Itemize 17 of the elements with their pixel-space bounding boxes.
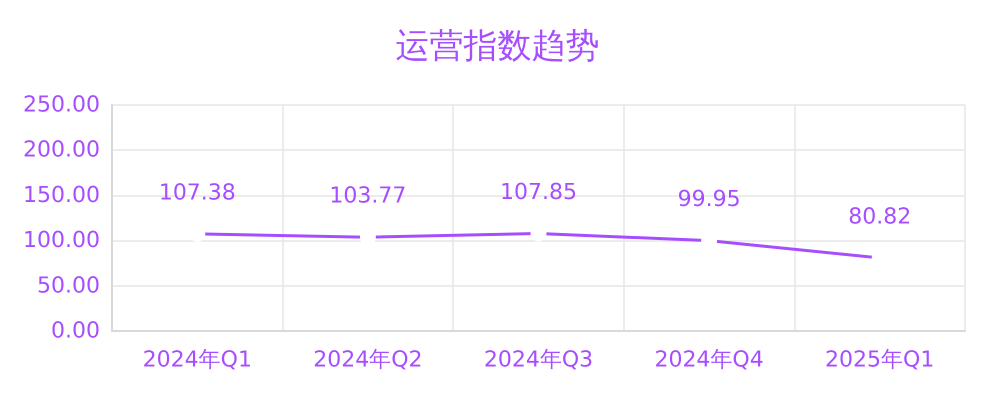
- x-tick-label: 2024年Q4: [654, 348, 764, 372]
- x-tick-label: 2025年Q1: [825, 348, 934, 372]
- x-tick-label: 2024年Q1: [142, 348, 252, 372]
- y-tick-label: 200.00: [23, 138, 100, 163]
- chart-title: 运营指数趋势: [396, 26, 600, 66]
- data-label: 107.38: [158, 180, 236, 206]
- y-tick-label: 150.00: [23, 182, 100, 208]
- x-tick-label: 2024年Q3: [484, 348, 594, 372]
- y-tick-label: 250.00: [23, 92, 100, 118]
- data-label: 107.85: [500, 180, 577, 206]
- data-label: 103.77: [329, 184, 406, 209]
- data-label: 80.82: [848, 204, 912, 230]
- data-label: 99.95: [678, 187, 741, 212]
- y-tick-label: 100.00: [23, 228, 100, 254]
- y-tick-label: 50.00: [37, 273, 100, 298]
- y-tick-label: 0.00: [51, 318, 100, 344]
- x-tick-label: 2024年Q2: [313, 348, 423, 372]
